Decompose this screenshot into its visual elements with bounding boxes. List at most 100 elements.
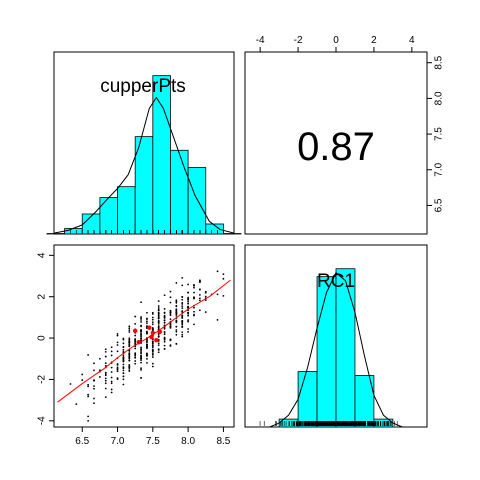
histogram-bar [335, 268, 356, 428]
data-point [151, 365, 154, 368]
data-point [151, 353, 154, 356]
data-point [151, 328, 154, 331]
data-point [187, 314, 190, 317]
data-point [222, 273, 225, 276]
histogram-bar [187, 167, 207, 235]
histogram-bar [354, 375, 375, 428]
data-point [204, 291, 207, 294]
data-point [157, 325, 160, 327]
data-point [187, 302, 190, 305]
data-point [181, 307, 184, 310]
data-point [151, 344, 154, 347]
data-point [116, 344, 119, 346]
data-point [146, 354, 148, 356]
data-point [157, 326, 160, 329]
histogram-bar [117, 186, 136, 235]
data-point [104, 373, 107, 376]
data-point [93, 387, 95, 390]
data-point [146, 357, 148, 360]
density-curve [269, 271, 403, 428]
highlight-point [136, 340, 141, 345]
data-point [187, 311, 190, 314]
data-point [87, 385, 90, 388]
data-point [175, 343, 178, 345]
data-point [140, 335, 142, 338]
data-point [93, 397, 95, 400]
data-point [151, 316, 154, 319]
data-point [169, 318, 172, 321]
data-point [198, 299, 201, 302]
data-point [81, 379, 84, 381]
data-point [181, 298, 184, 301]
data-point [193, 297, 195, 300]
data-point [122, 342, 125, 345]
data-point [122, 383, 125, 386]
data-point [181, 317, 184, 319]
data-point [122, 354, 125, 357]
data-point [198, 297, 201, 300]
data-point [187, 319, 190, 321]
x-axis-cupperPts-tick-label: 7.0 [111, 436, 125, 447]
right-axis-cupperPts-tick-label: 7.0 [434, 162, 445, 176]
data-point [175, 325, 178, 328]
data-point [175, 333, 178, 336]
data-point [216, 270, 219, 273]
data-point [146, 318, 148, 321]
highlight-point [149, 334, 154, 340]
data-point [87, 419, 90, 422]
highlight-point [157, 329, 163, 335]
data-point [157, 342, 160, 345]
data-point [187, 283, 190, 286]
data-point [181, 284, 184, 287]
histogram-bar [64, 228, 83, 235]
data-point [110, 371, 113, 373]
data-point [187, 298, 190, 301]
data-point [134, 362, 137, 365]
data-point [134, 360, 137, 362]
data-point [187, 291, 190, 294]
data-point [175, 320, 178, 322]
data-point [187, 328, 190, 330]
data-point [128, 352, 131, 354]
data-point [128, 370, 131, 372]
data-point [187, 306, 190, 308]
data-point [181, 276, 184, 279]
data-point [169, 314, 172, 317]
data-point [122, 375, 125, 378]
data-point [146, 352, 148, 355]
data-point [140, 348, 142, 351]
top-axis-RC1-tick-label: 0 [333, 35, 339, 46]
data-point [104, 377, 107, 380]
data-point [169, 323, 172, 326]
data-point [134, 347, 137, 350]
data-point [216, 319, 219, 321]
data-point [157, 344, 160, 347]
data-point [140, 316, 142, 318]
data-point [157, 322, 160, 325]
data-point [128, 356, 131, 359]
data-point [134, 338, 137, 340]
data-point [157, 307, 160, 309]
data-point [116, 366, 119, 369]
data-point [122, 356, 125, 359]
data-point [198, 281, 201, 284]
diag-label-RC1: RC1 [317, 271, 355, 292]
data-point [87, 383, 90, 386]
top-axis-RC1-tick-label: -4 [256, 35, 265, 46]
data-point [134, 356, 137, 359]
data-point [175, 321, 178, 324]
data-point [198, 294, 201, 296]
data-point [140, 337, 142, 340]
data-point [98, 376, 101, 378]
data-point [169, 311, 172, 314]
data-point [187, 330, 190, 333]
top-axis-RC1-tick-label: 4 [409, 35, 415, 46]
data-point [157, 315, 160, 318]
data-point [151, 313, 154, 315]
data-point [140, 357, 142, 360]
data-point [110, 346, 113, 349]
data-point [110, 350, 113, 353]
data-point [163, 348, 166, 350]
histogram-bar [316, 276, 337, 428]
data-point [146, 362, 148, 364]
